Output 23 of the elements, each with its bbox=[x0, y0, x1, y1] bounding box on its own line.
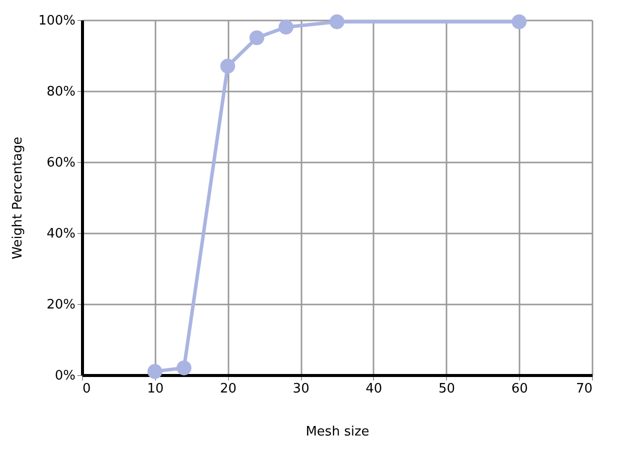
point bbox=[147, 364, 162, 379]
x-axis-title: Mesh size bbox=[306, 424, 370, 440]
x-tick-label: 60 bbox=[511, 382, 528, 396]
y-tick-label: 80% bbox=[46, 84, 76, 100]
x-tick-label: 70 bbox=[576, 382, 592, 396]
point bbox=[220, 58, 236, 74]
x-tick-label: 10 bbox=[147, 382, 164, 396]
y-tick-label: 40% bbox=[46, 226, 76, 242]
y-tick-label: 100% bbox=[38, 14, 76, 28]
x-tick-label: 0 bbox=[82, 382, 91, 396]
x-tick-label: 20 bbox=[220, 382, 236, 396]
x-tick-label: 30 bbox=[292, 382, 310, 396]
x-tick-label: 50 bbox=[438, 382, 456, 396]
point bbox=[176, 360, 192, 376]
point bbox=[330, 14, 344, 30]
y-axis-title: Weight Percentage bbox=[10, 136, 26, 260]
x-tick-label: 40 bbox=[366, 382, 382, 396]
point bbox=[512, 14, 527, 30]
point bbox=[249, 30, 264, 46]
y-tick-label: 20% bbox=[46, 298, 76, 312]
point bbox=[278, 20, 294, 34]
y-tick-label: 60% bbox=[46, 156, 76, 170]
y-tick-label: 0% bbox=[54, 368, 76, 384]
